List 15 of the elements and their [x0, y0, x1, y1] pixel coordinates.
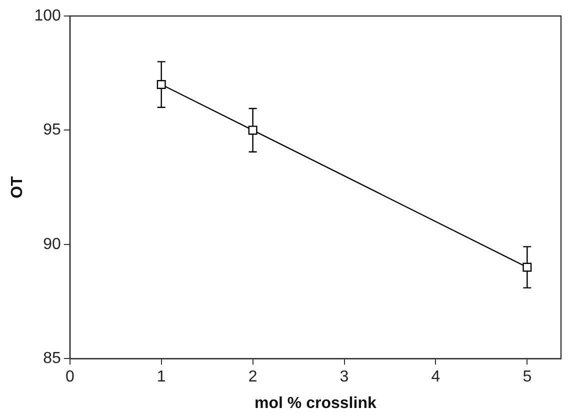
- y-tick-label: 95: [43, 122, 61, 139]
- point: [522, 262, 532, 272]
- y-tick-label: 100: [34, 7, 61, 24]
- x-tick-label: 2: [248, 368, 258, 386]
- x-tick-label: 0: [65, 368, 74, 386]
- point: [156, 80, 166, 90]
- x-tick-label: 1: [156, 368, 166, 386]
- x-tick-label: 5: [522, 368, 532, 386]
- y-tick-label: 90: [43, 236, 61, 253]
- y-tick-label: 85: [43, 350, 61, 368]
- x-tick-label: 3: [340, 368, 349, 386]
- x-tick-label: 4: [431, 368, 440, 386]
- y-axis-title: OT: [9, 176, 26, 198]
- x-axis-title: mol % crosslink: [254, 394, 376, 412]
- point: [248, 126, 258, 135]
